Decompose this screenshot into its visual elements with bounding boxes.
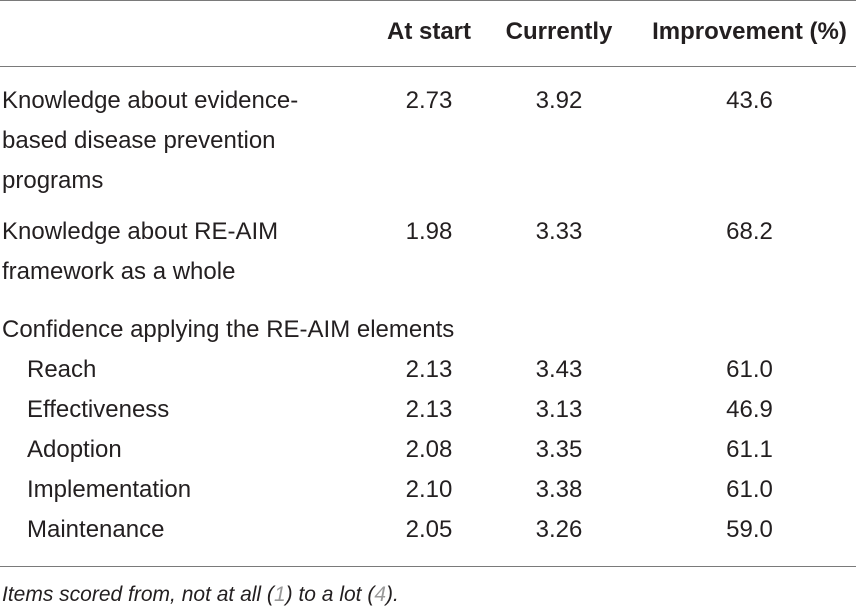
cell-at-start: 1.98 [405, 218, 453, 245]
footnote-low-value: 1 [273, 583, 286, 606]
cell-at-start: 2.73 [405, 87, 453, 114]
cell-currently: 3.43 [535, 356, 583, 383]
footnote-text: Items scored from, not at all ( [2, 583, 274, 606]
cell-improvement: 61.0 [726, 476, 773, 503]
cell-improvement: 46.9 [726, 396, 773, 423]
row-label-line: Knowledge about evidence- [2, 87, 299, 114]
sub-row-label: Effectiveness [27, 396, 170, 423]
row-label-line: framework as a whole [2, 258, 236, 285]
cell-currently: 3.26 [535, 516, 583, 543]
cell-at-start: 2.13 [405, 396, 453, 423]
bottom-rule [0, 566, 856, 567]
cell-currently: 3.33 [535, 218, 583, 245]
sub-row-label: Maintenance [27, 516, 165, 543]
header-at-start: At start [386, 18, 471, 45]
section-label: Confidence applying the RE-AIM elements [2, 316, 455, 343]
cell-improvement: 43.6 [726, 87, 773, 114]
cell-improvement: 68.2 [726, 218, 773, 245]
cell-at-start: 2.13 [405, 356, 453, 383]
header-currently: Currently [505, 18, 613, 45]
footnote-text: ) to a lot ( [285, 583, 375, 606]
row-label-line: Knowledge about RE-AIM [2, 218, 279, 245]
sub-row-label: Implementation [27, 476, 192, 503]
cell-improvement: 61.1 [726, 436, 773, 463]
row-label: Knowledge about RE-AIM framework as a wh… [2, 212, 278, 292]
cell-improvement: 59.0 [726, 516, 773, 543]
cell-at-start: 2.08 [405, 436, 453, 463]
cell-currently: 3.13 [535, 396, 583, 423]
cell-at-start: 2.05 [405, 516, 453, 543]
header-improvement: Improvement (%) [652, 18, 847, 45]
cell-improvement: 61.0 [726, 356, 773, 383]
footnote-high-value: 4 [374, 583, 387, 606]
footnote-text: ). [386, 583, 399, 606]
sub-row-label: Adoption [27, 436, 122, 463]
table-footnote: Items scored from, not at all (1) to a l… [2, 580, 399, 610]
cell-currently: 3.38 [535, 476, 583, 503]
top-rule [0, 0, 856, 1]
cell-currently: 3.35 [535, 436, 583, 463]
row-label-line: programs [2, 167, 104, 194]
sub-row-label: Reach [27, 356, 97, 383]
row-label-line: based disease prevention [2, 127, 276, 154]
row-label: Knowledge about evidence- based disease … [2, 81, 298, 201]
cell-currently: 3.92 [535, 87, 583, 114]
cell-at-start: 2.10 [405, 476, 453, 503]
header-rule [0, 66, 856, 67]
